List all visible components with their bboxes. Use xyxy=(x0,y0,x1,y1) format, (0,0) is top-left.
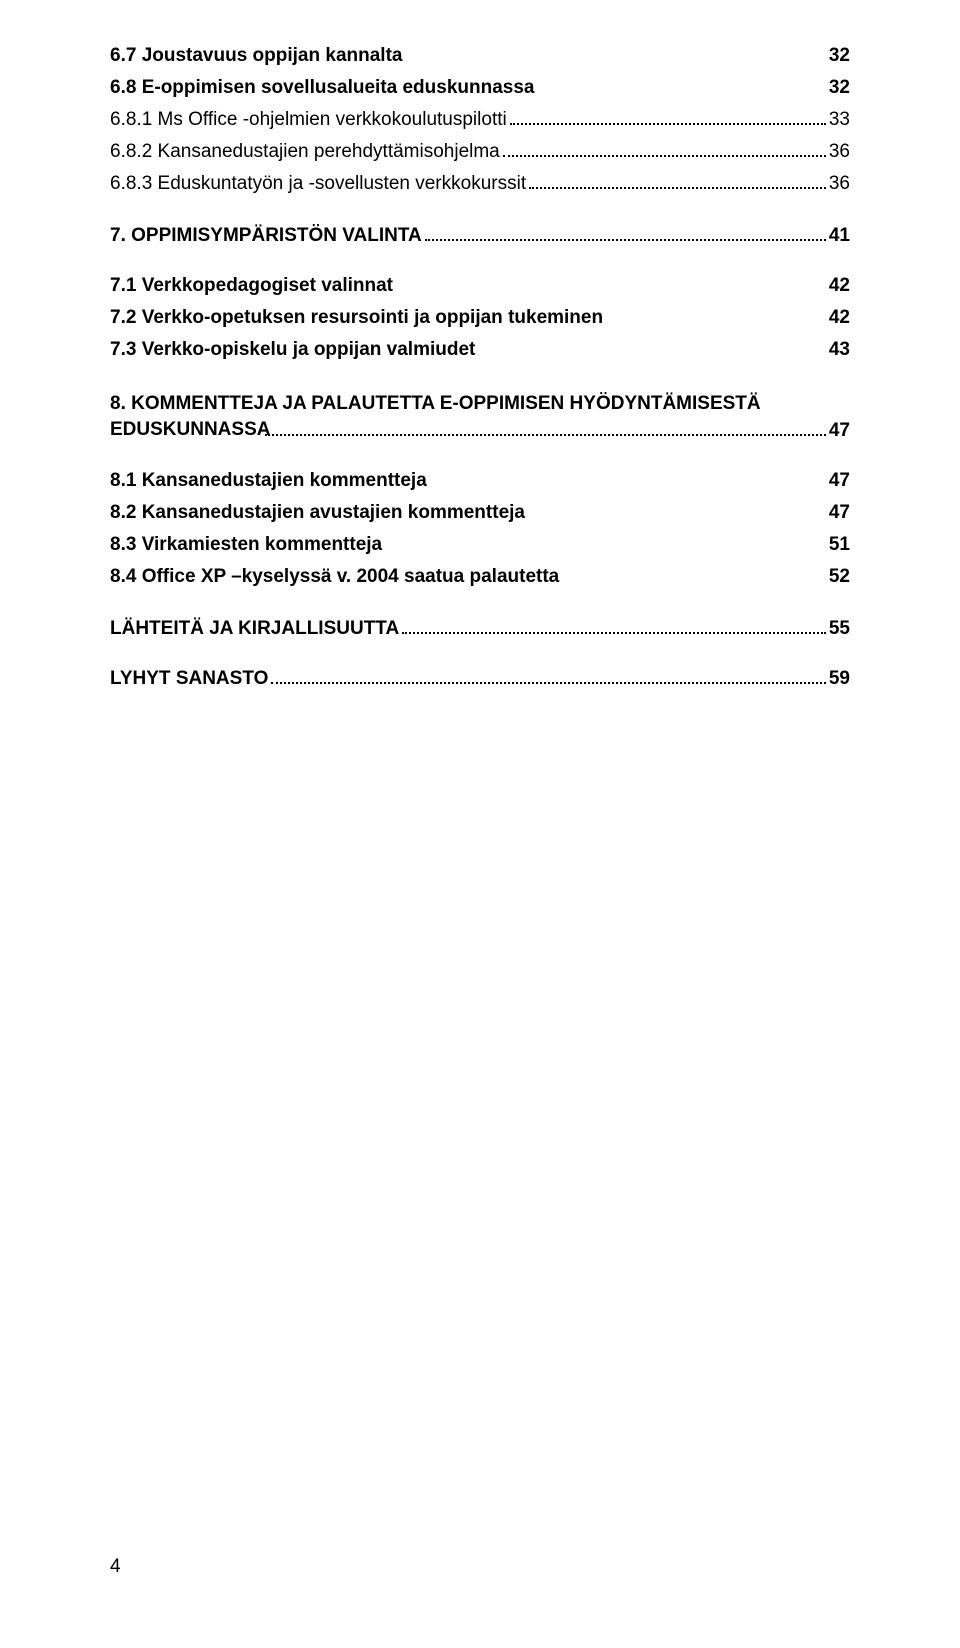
toc-label: 7. OPPIMISYMPÄRISTÖN VALINTA xyxy=(110,225,422,247)
toc-label: 6.8.3 Eduskuntatyön ja -sovellusten verk… xyxy=(110,173,526,195)
toc-leader xyxy=(529,176,826,189)
toc-page: 36 xyxy=(829,173,850,195)
toc-leader xyxy=(528,505,826,518)
toc-entry: 8.4 Office XP –kyselyssä v. 2004 saatua … xyxy=(110,566,850,588)
toc-entry: 6.8 E-oppimisen sovellusalueita eduskunn… xyxy=(110,77,850,99)
toc-label: 8.2 Kansanedustajien avustajien kommentt… xyxy=(110,502,525,524)
toc-leader xyxy=(271,669,825,684)
toc-group-7: 7. OPPIMISYMPÄRISTÖN VALINTA 41 7.1 Verk… xyxy=(110,225,850,361)
toc-leader xyxy=(503,144,826,157)
toc-leader xyxy=(562,569,826,582)
toc-leader xyxy=(402,619,826,634)
toc-entry: 7.2 Verkko-opetuksen resursointi ja oppi… xyxy=(110,307,850,329)
toc-leader xyxy=(425,226,826,241)
toc-entry: 6.8.3 Eduskuntatyön ja -sovellusten verk… xyxy=(110,173,850,195)
toc-heading: 7. OPPIMISYMPÄRISTÖN VALINTA 41 xyxy=(110,225,850,247)
toc-entry: 8.3 Virkamiesten kommentteja 51 xyxy=(110,534,850,556)
toc-page: 47 xyxy=(829,420,850,442)
toc-label: 8.4 Office XP –kyselyssä v. 2004 saatua … xyxy=(110,566,559,588)
toc-page: 42 xyxy=(829,307,850,329)
toc-leader xyxy=(396,278,826,291)
toc-page: 41 xyxy=(829,225,850,247)
toc-entry: 6.8.2 Kansanedustajien perehdyttämisohje… xyxy=(110,141,850,163)
toc-page: 36 xyxy=(829,141,850,163)
toc-heading-references: LÄHTEITÄ JA KIRJALLISUUTTA 55 xyxy=(110,618,850,640)
toc-entry: 8.2 Kansanedustajien avustajien kommentt… xyxy=(110,502,850,524)
toc-label: 7.3 Verkko-opiskelu ja oppijan valmiudet xyxy=(110,339,475,361)
toc-group-6: 6.7 Joustavuus oppijan kannalta 32 6.8 E… xyxy=(110,45,850,195)
toc-label: 6.8.2 Kansanedustajien perehdyttämisohje… xyxy=(110,141,500,163)
toc-label: 7.1 Verkkopedagogiset valinnat xyxy=(110,275,393,297)
toc-leader xyxy=(405,48,825,61)
toc-leader xyxy=(430,473,826,486)
toc-entry: 7.1 Verkkopedagogiset valinnat 42 xyxy=(110,275,850,297)
toc-entry: 6.8.1 Ms Office -ohjelmien verkkokoulutu… xyxy=(110,109,850,131)
toc-page: 47 xyxy=(829,502,850,524)
toc-leader xyxy=(510,112,826,125)
toc-page: 47 xyxy=(829,470,850,492)
toc-label: 6.8.1 Ms Office -ohjelmien verkkokoulutu… xyxy=(110,109,507,131)
toc-label: 6.8 E-oppimisen sovellusalueita eduskunn… xyxy=(110,77,535,99)
toc-page: 52 xyxy=(829,566,850,588)
toc-leader xyxy=(265,421,826,436)
toc-page: 59 xyxy=(829,668,850,690)
toc-label: LÄHTEITÄ JA KIRJALLISUUTTA xyxy=(110,618,399,640)
toc-leader xyxy=(385,537,826,550)
toc-page: 55 xyxy=(829,618,850,640)
toc-label: 8.1 Kansanedustajien kommentteja xyxy=(110,470,427,492)
toc-label: 8.3 Virkamiesten kommentteja xyxy=(110,534,382,556)
toc-page: 33 xyxy=(829,109,850,131)
toc-entry: 6.7 Joustavuus oppijan kannalta 32 xyxy=(110,45,850,67)
toc-entry: 7.3 Verkko-opiskelu ja oppijan valmiudet… xyxy=(110,339,850,361)
toc-label: 6.7 Joustavuus oppijan kannalta xyxy=(110,45,402,67)
page-number: 4 xyxy=(110,1556,121,1578)
toc-label: LYHYT SANASTO xyxy=(110,668,268,690)
toc-leader xyxy=(478,342,826,355)
toc-page: 32 xyxy=(829,45,850,67)
toc-label: 7.2 Verkko-opetuksen resursointi ja oppi… xyxy=(110,307,603,329)
toc-page: 32 xyxy=(829,77,850,99)
toc-group-8: 8. KOMMENTTEJA JA PALAUTETTA E-OPPIMISEN… xyxy=(110,391,850,588)
toc-heading: 8. KOMMENTTEJA JA PALAUTETTA E-OPPIMISEN… xyxy=(110,391,850,442)
toc-leader xyxy=(606,310,826,323)
toc-entry: 8.1 Kansanedustajien kommentteja 47 xyxy=(110,470,850,492)
toc-page: 43 xyxy=(829,339,850,361)
toc-heading-glossary: LYHYT SANASTO 59 xyxy=(110,668,850,690)
toc-page: 42 xyxy=(829,275,850,297)
toc-leader xyxy=(538,80,826,93)
toc-page: 51 xyxy=(829,534,850,556)
